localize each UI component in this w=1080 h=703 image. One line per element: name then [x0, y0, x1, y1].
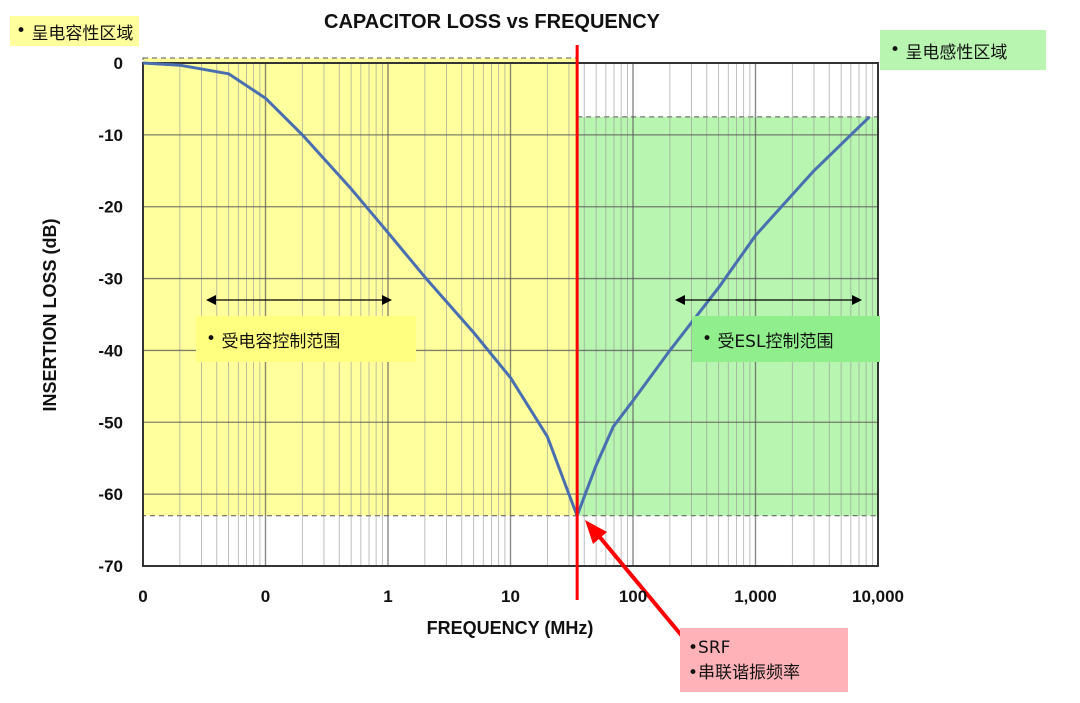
y-tick-label: -10 — [98, 126, 123, 145]
x-axis-label: FREQUENCY (MHz) — [427, 618, 594, 638]
x-tick-label: 1,000 — [734, 587, 777, 606]
plot-border — [142, 62, 879, 567]
chart-title: CAPACITOR LOSS vs FREQUENCY — [324, 11, 661, 33]
y-tick-label: -50 — [98, 413, 123, 432]
y-tick-label: -70 — [98, 557, 123, 576]
x-tick-label: 10 — [501, 587, 520, 606]
esl-range-arrow-right-head — [852, 295, 862, 305]
x-tick-label: 0 — [138, 587, 147, 606]
srf-line1: •SRF — [688, 637, 731, 658]
capacitance-range-arrow-left-head — [206, 295, 216, 305]
x-tick-label: 1 — [383, 587, 392, 606]
y-tick-label: -60 — [98, 485, 123, 504]
srf-pointer-arrowhead — [585, 520, 607, 544]
capacitive-region-text: 呈电容性区域 — [31, 23, 134, 44]
esl-range-arrow-left-head — [675, 295, 685, 305]
capacitance-range-label: • 受电容控制范围 — [196, 316, 416, 362]
insertion-loss-line — [142, 61, 871, 518]
inductive-region-label: • 呈电感性区域 — [880, 30, 1046, 70]
x-tick-label: 100 — [619, 587, 647, 606]
srf-pointer-arrow — [596, 533, 684, 638]
capacitance-range-text: 受电容控制范围 — [221, 331, 341, 352]
esl-range-text: 受ESL控制范围 — [717, 331, 834, 352]
esl-range-label: • 受ESL控制范围 — [692, 316, 880, 362]
capacitance-range-arrow-right-head — [382, 295, 392, 305]
y-tick-label: -20 — [98, 198, 123, 217]
y-tick-label: -40 — [98, 341, 123, 360]
y-tick-label: -30 — [98, 270, 123, 289]
x-tick-label: 10,000 — [852, 587, 904, 606]
capacitive-region-label: • 呈电容性区域 — [10, 16, 140, 46]
inductive-region-text: 呈电感性区域 — [905, 42, 1008, 63]
y-axis-label: INSERTION LOSS (dB) — [40, 218, 60, 411]
srf-line2: •串联谐振频率 — [688, 662, 801, 683]
srf-label: •SRF •串联谐振频率 — [680, 628, 848, 692]
y-tick-label: 0 — [114, 54, 123, 73]
capacitive-region — [142, 57, 578, 517]
x-tick-label: 0 — [261, 587, 270, 606]
